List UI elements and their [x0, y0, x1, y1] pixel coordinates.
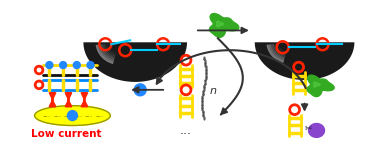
Polygon shape	[209, 14, 239, 37]
Circle shape	[134, 84, 146, 96]
Ellipse shape	[34, 106, 110, 125]
Circle shape	[73, 62, 80, 69]
PathPatch shape	[84, 42, 187, 82]
Text: Low current: Low current	[31, 129, 101, 139]
Polygon shape	[307, 75, 334, 97]
Text: n: n	[210, 86, 217, 96]
Polygon shape	[313, 82, 320, 87]
Text: ✂: ✂	[305, 124, 312, 133]
Text: ...: ...	[180, 125, 192, 138]
Circle shape	[46, 62, 53, 69]
Polygon shape	[308, 124, 324, 137]
Polygon shape	[217, 21, 223, 27]
Circle shape	[87, 62, 94, 69]
PathPatch shape	[255, 42, 355, 80]
Circle shape	[60, 62, 67, 69]
Circle shape	[67, 111, 77, 121]
